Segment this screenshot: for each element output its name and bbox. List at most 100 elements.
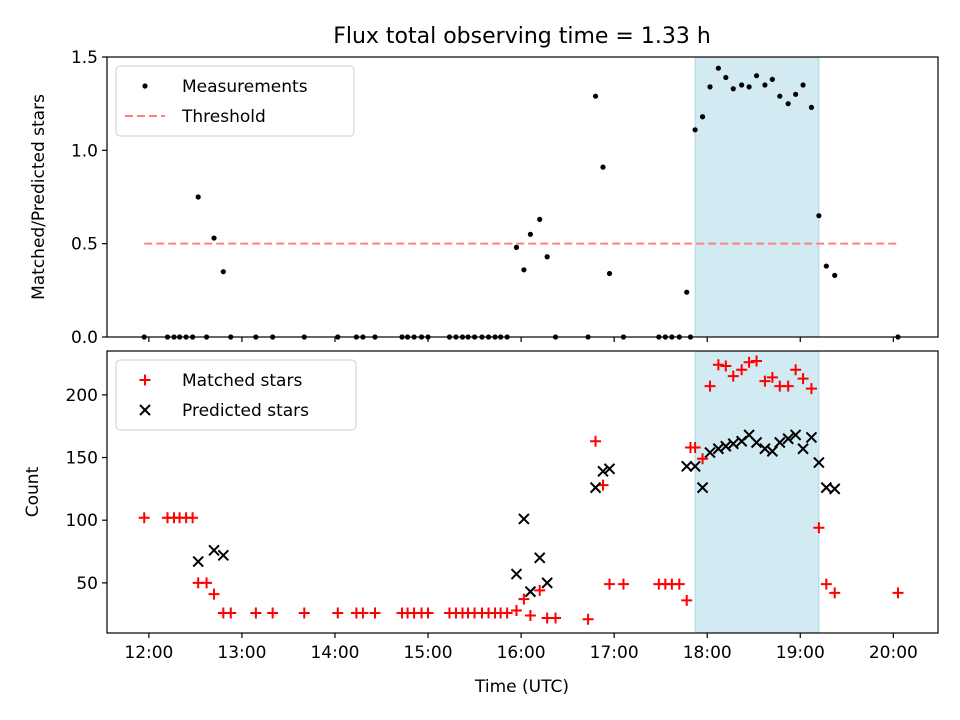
top-point-0-51: [699, 114, 706, 120]
bottom-point-0-65: [805, 383, 817, 395]
bottom-ytick-label-2: 150: [66, 449, 98, 469]
bottom-panel: 50 100 150 200 12:00 13:00 14:00 15:00 16:00 17:0…: [66, 350, 939, 663]
top-point-0-64: [800, 82, 806, 88]
top-point-0-34: [521, 267, 527, 273]
bottom-point-0-33: [510, 604, 522, 616]
bottom-point-1-0: [192, 555, 204, 568]
top-point-0-35: [527, 231, 534, 237]
bottom-point-1-11: [681, 460, 693, 473]
bottom-point-1-8: [589, 481, 602, 494]
bottom-point-0-51: [697, 453, 709, 465]
bottom-point-1-9: [597, 465, 609, 478]
top-point-0-65: [808, 104, 815, 110]
bottom-point-0-32: [501, 607, 513, 619]
bottom-point-1-20: [750, 436, 763, 449]
xtick-label-8: 20:00: [869, 643, 918, 663]
bottom-ytick-label-3: 200: [66, 386, 98, 406]
bottom-point-1-17: [727, 438, 739, 450]
bottom-point-0-66: [813, 522, 825, 534]
bottom-point-0-54: [720, 360, 732, 372]
bottom-legend-label-1: Predicted stars: [182, 401, 309, 421]
bottom-point-0-13: [298, 607, 310, 619]
bottom-point-1-30: [828, 483, 841, 495]
xtick-label-3: 15:00: [404, 643, 453, 663]
bottom-point-0-59: [759, 375, 771, 387]
top-point-0-41: [600, 164, 606, 170]
bottom-point-0-36: [534, 584, 546, 596]
bottom-point-0-38: [550, 612, 562, 624]
top-point-0-60: [769, 76, 775, 82]
bottom-point-0-7: [201, 577, 213, 589]
top-point-0-53: [715, 65, 721, 71]
bottom-point-0-57: [743, 356, 755, 368]
bottom-point-0-63: [790, 364, 802, 376]
top-ylabel: Matched/Predicted stars: [29, 94, 49, 300]
bottom-point-0-0: [138, 512, 150, 524]
bottom-point-0-60: [766, 371, 778, 383]
top-point-0-63: [793, 91, 799, 97]
bottom-point-0-43: [617, 578, 629, 590]
top-point-0-61: [777, 93, 783, 99]
top-legend-swatch-0: [142, 83, 148, 89]
top-ytick-label-1: 0.5: [71, 235, 98, 255]
top-highlight-span: [694, 56, 820, 338]
top-point-0-68: [832, 272, 838, 278]
bottom-point-1-13: [696, 481, 709, 494]
bottom-ytick-label-1: 100: [66, 511, 98, 531]
bottom-point-0-40: [590, 435, 602, 447]
bottom-point-1-26: [797, 443, 809, 455]
top-point-0-42: [606, 270, 613, 277]
bottom-point-0-69: [892, 587, 904, 599]
bottom-legend-box: [115, 359, 357, 431]
bottom-point-1-6: [534, 552, 546, 564]
top-point-0-48: [684, 289, 690, 295]
bottom-point-0-39: [582, 613, 594, 625]
bottom-point-1-2: [217, 549, 230, 562]
top-point-0-50: [692, 127, 698, 133]
top-ytick-label-2: 1.0: [71, 141, 98, 161]
bottom-point-1-4: [518, 513, 530, 525]
bottom-axes-frame: [106, 350, 939, 634]
bottom-point-1-16: [720, 440, 732, 452]
bottom-point-1-23: [774, 436, 786, 449]
bottom-point-0-8: [208, 588, 220, 600]
x-axis-label: Time (UTC): [474, 677, 569, 697]
bottom-point-1-12: [689, 460, 701, 473]
bottom-point-0-64: [797, 373, 809, 385]
bottom-point-1-14: [704, 446, 716, 459]
bottom-point-0-58: [751, 355, 763, 367]
top-point-0-52: [707, 84, 713, 90]
bottom-point-1-3: [510, 568, 523, 580]
bottom-point-0-48: [681, 594, 693, 606]
bottom-point-0-67: [820, 578, 832, 590]
top-legend-label-1: Threshold: [181, 107, 266, 127]
xtick-label-4: 16:00: [497, 643, 546, 663]
bottom-point-0-47: [673, 578, 685, 590]
xtick-label-7: 19:00: [776, 643, 825, 663]
top-point-0-58: [753, 73, 760, 79]
bottom-point-0-42: [604, 578, 616, 590]
top-point-0-9: [220, 269, 226, 275]
bottom-point-0-22: [422, 607, 434, 619]
bottom-point-0-50: [689, 442, 701, 454]
bottom-series-1: [192, 429, 841, 598]
top-point-0-67: [823, 263, 829, 269]
bottom-point-1-15: [712, 443, 725, 455]
bottom-legend-swatch-0: [139, 374, 151, 386]
top-point-0-59: [762, 82, 768, 88]
top-point-0-66: [816, 213, 822, 219]
top-legend-label-0: Measurements: [182, 77, 308, 97]
xtick-label-5: 17:00: [590, 643, 639, 663]
bottom-highlight-span: [694, 350, 820, 634]
bottom-point-0-55: [727, 370, 739, 382]
bottom-legend: Matched stars Predicted stars: [115, 359, 357, 431]
top-point-0-55: [730, 86, 736, 92]
bottom-point-0-35: [524, 609, 536, 621]
top-axes-frame: [106, 56, 939, 338]
xtick-label-6: 18:00: [683, 643, 732, 663]
bottom-point-0-12: [267, 607, 279, 619]
top-ytick-label-3: 1.5: [71, 48, 98, 68]
bottom-legend-label-0: Matched stars: [182, 371, 302, 391]
